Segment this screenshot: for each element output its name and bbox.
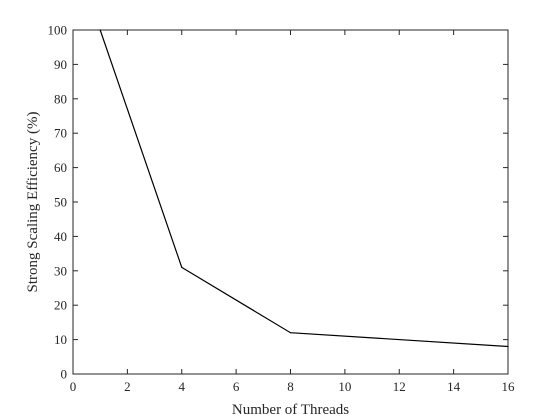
y-tick-label: 20 xyxy=(54,298,67,313)
y-tick-label: 10 xyxy=(54,332,67,347)
x-tick-label: 4 xyxy=(179,379,186,394)
y-tick-label: 40 xyxy=(54,229,67,244)
x-tick-label: 6 xyxy=(233,379,240,394)
plot-area-frame xyxy=(72,29,509,375)
data-point xyxy=(99,29,101,31)
x-tick-label: 16 xyxy=(502,379,516,394)
series-line xyxy=(99,29,509,348)
y-tick-label: 80 xyxy=(54,91,67,106)
x-tick-label: 8 xyxy=(287,379,294,394)
series-group xyxy=(99,29,509,348)
data-point xyxy=(289,332,292,334)
y-tick-label: 0 xyxy=(61,367,68,382)
y-tick-label: 50 xyxy=(54,195,67,210)
y-tick-label: 90 xyxy=(54,57,67,72)
y-tick-label: 60 xyxy=(54,160,67,175)
y-axis-ticks: 0 10 20 30 40 50 60 70 80 90 100 xyxy=(48,23,508,382)
x-axis-label: Number of Threads xyxy=(232,402,349,418)
x-tick-label: 12 xyxy=(393,379,406,394)
y-axis-label: Strong Scaling Efficiency (%) xyxy=(25,112,41,293)
x-axis-ticks: 0 2 4 6 8 10 12 14 16 xyxy=(70,30,515,394)
data-point xyxy=(181,266,183,268)
x-tick-label: 10 xyxy=(338,379,351,394)
y-tick-label: 30 xyxy=(54,263,67,278)
y-tick-label: 100 xyxy=(48,23,68,38)
x-tick-label: 14 xyxy=(447,379,461,394)
x-tick-label: 2 xyxy=(124,379,131,394)
x-tick-label: 0 xyxy=(70,379,77,394)
data-point xyxy=(507,345,509,348)
y-tick-label: 70 xyxy=(54,126,67,141)
